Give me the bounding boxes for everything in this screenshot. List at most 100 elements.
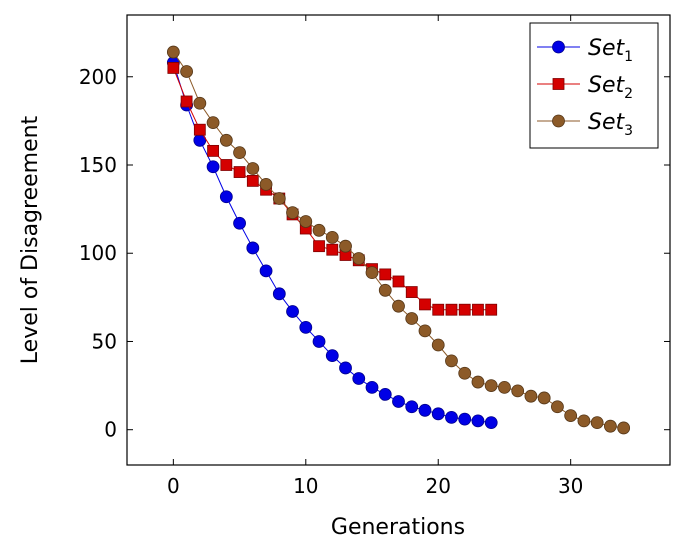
- series-3-point: [246, 162, 260, 175]
- series-2-point: [326, 243, 339, 256]
- series-2-point: [220, 159, 233, 171]
- series-3-point: [537, 391, 551, 405]
- series-3-point: [312, 223, 326, 237]
- series-3-point: [299, 215, 313, 228]
- series-3-point: [180, 65, 193, 78]
- series-2-point: [472, 303, 484, 316]
- series-3-point: [378, 283, 392, 297]
- series-2-point: [180, 95, 193, 108]
- series-3-point: [524, 389, 538, 403]
- legend-item-1: Set1: [537, 36, 633, 65]
- legend-label-name: Set: [588, 110, 626, 135]
- series-1-point: [378, 388, 392, 401]
- y-tick-label: 200: [79, 65, 117, 89]
- series-3-point: [166, 45, 180, 59]
- y-tick-label: 150: [79, 153, 117, 177]
- series-1-point: [325, 349, 339, 362]
- legend-label-subscript: 3: [624, 123, 633, 139]
- series-3-point: [577, 414, 591, 428]
- legend-label: Set3: [588, 110, 633, 139]
- series-3-point: [551, 400, 564, 414]
- series-2-point: [313, 240, 325, 253]
- series-3-point: [325, 230, 339, 244]
- series-2-point: [233, 166, 246, 178]
- series-3-point: [193, 96, 207, 110]
- legend-label-subscript: 2: [624, 86, 633, 102]
- series-3-point: [511, 384, 525, 398]
- series-1-point: [259, 264, 273, 278]
- series-3-point: [418, 324, 432, 338]
- series-1-point: [458, 412, 472, 426]
- series-1: [166, 56, 498, 430]
- series-2-point: [207, 144, 219, 157]
- y-tick-label: 0: [104, 418, 117, 442]
- y-axis-label: Level of Disagreement: [18, 115, 43, 364]
- series-3-point: [233, 146, 246, 160]
- x-tick-label: 30: [558, 474, 583, 498]
- series-1-point: [405, 400, 419, 414]
- series-1-point: [312, 335, 326, 348]
- legend-label-subscript: 1: [624, 49, 633, 65]
- series-1-point: [352, 372, 366, 385]
- x-tick-label: 10: [293, 474, 318, 498]
- legend-marker: [552, 40, 565, 54]
- series-2-point: [246, 174, 259, 187]
- series-1-point: [471, 414, 485, 428]
- x-tick-label: 0: [167, 474, 180, 498]
- legend-label: Set2: [588, 73, 633, 102]
- series-3-point: [392, 299, 405, 313]
- series-2-point: [193, 123, 206, 136]
- plot-frame: [126, 14, 671, 466]
- series-2-point: [392, 275, 405, 288]
- series-2-point: [458, 303, 471, 316]
- series-3-point: [259, 178, 273, 191]
- series-1-point: [219, 190, 233, 204]
- x-axis-label: Generations: [331, 515, 465, 540]
- series-3: [166, 45, 631, 435]
- series-3-point: [206, 116, 220, 130]
- series-3-point: [339, 239, 352, 253]
- legend-marker: [552, 78, 565, 90]
- legend-label-name: Set: [588, 36, 626, 61]
- series-layer: [166, 45, 631, 435]
- series-1-point: [431, 407, 445, 421]
- series-2-point: [405, 286, 418, 298]
- series-3-point: [590, 416, 604, 430]
- legend-label-name: Set: [588, 73, 626, 98]
- series-3-point: [445, 354, 458, 368]
- series-1-point: [206, 160, 220, 174]
- series-2-point: [445, 303, 458, 316]
- ticks-layer: 0 10 20 30 0 50 100 150 200: [79, 15, 670, 498]
- series-1-point: [286, 305, 299, 318]
- series-3-point: [219, 133, 233, 147]
- series-2-point: [432, 303, 445, 316]
- legend-box: [529, 22, 659, 149]
- series-1-point: [246, 241, 260, 255]
- x-tick-label: 20: [426, 474, 451, 498]
- series-3-point: [286, 206, 299, 220]
- y-tick-label: 100: [79, 241, 117, 265]
- series-2-point: [419, 298, 431, 311]
- legend-item-3: Set3: [537, 110, 633, 139]
- series-2-point: [485, 303, 498, 316]
- series-1-point: [418, 403, 432, 417]
- y-tick-label: 50: [92, 329, 117, 353]
- series-1-point: [233, 216, 246, 230]
- series-3-point: [431, 338, 445, 352]
- series-1-point: [299, 320, 313, 334]
- series-2-point: [379, 268, 392, 281]
- series-3-point: [405, 312, 419, 325]
- series-3-point: [471, 375, 485, 389]
- legend-label: Set1: [588, 36, 633, 65]
- series-3-point: [365, 266, 379, 280]
- series-3-point: [604, 419, 617, 433]
- series-1-point: [392, 395, 405, 408]
- legend-marker: [552, 114, 565, 128]
- series-1-point: [484, 416, 498, 430]
- series-3-point: [617, 421, 631, 435]
- series-2-point: [167, 62, 180, 74]
- series-3-point: [272, 192, 286, 205]
